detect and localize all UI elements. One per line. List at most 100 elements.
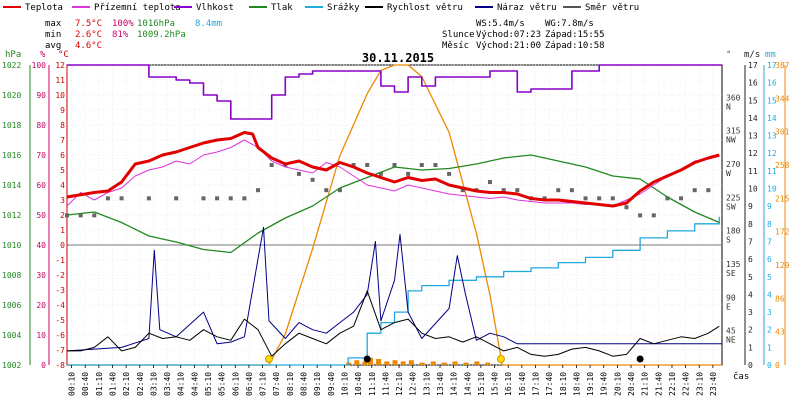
wind-direction-point	[256, 188, 261, 193]
direction-tick-deg: 270	[726, 160, 741, 169]
precip-tick: 13	[767, 132, 777, 141]
wind-direction-point	[460, 188, 465, 193]
wind-direction-point	[337, 188, 342, 193]
wind-direction-point	[406, 171, 411, 176]
wind-direction-point	[310, 177, 315, 182]
temperature-tick: 3	[60, 196, 65, 205]
rain-bar	[354, 360, 360, 365]
temperature-tick: 0	[60, 241, 65, 250]
wind-tick: 5	[748, 273, 753, 282]
rain-bar	[452, 361, 458, 365]
solar-tick: 172	[775, 228, 790, 237]
wind-direction-point	[501, 188, 506, 193]
precip-tick: 10	[767, 185, 777, 194]
precip-tick: 11	[767, 167, 777, 176]
direction-tick-deg: 315	[726, 127, 741, 136]
wind-direction-point	[65, 213, 69, 218]
series-layer	[65, 64, 722, 366]
humidity-tick: 0	[41, 361, 46, 370]
x-tick-label: 14:10	[450, 372, 459, 396]
stats-block: max 7.5°C 100% 1016hPa 8.4mm min 2.6°C 8…	[45, 19, 222, 51]
x-tick-label: 18:40	[572, 372, 581, 396]
moon-marker	[636, 355, 644, 363]
axes-left: 1002100410061008101010121014101610181020…	[2, 61, 68, 370]
x-tick-label: 18:10	[559, 372, 568, 396]
solar-tick: 129	[775, 261, 790, 270]
rain-bar	[408, 360, 414, 365]
x-tick-label: 03:10	[149, 372, 158, 396]
wind-direction-point	[515, 188, 520, 193]
x-tick-label: 13:10	[422, 372, 431, 396]
wind-direction-point	[447, 171, 452, 176]
solar-tick: 43	[775, 328, 785, 337]
wind-tick: 14	[748, 114, 758, 123]
direction-tick-dir: NE	[726, 336, 736, 345]
x-tick-label: 23:40	[709, 372, 718, 396]
x-tick-label: 09:10	[313, 372, 322, 396]
x-tick-label: 11:40	[381, 372, 390, 396]
direction-tick-deg: 90	[726, 293, 736, 302]
x-tick-label: 06:10	[231, 372, 240, 396]
temperature-tick: -4	[55, 301, 65, 310]
precip-tick: 3	[767, 308, 772, 317]
stats-max-hum: 100%	[112, 19, 134, 29]
wind-direction-point	[242, 196, 247, 201]
legend-label-1: Přízemní teplota	[94, 3, 181, 13]
wind-tick: 13	[748, 132, 758, 141]
precip-tick: 4	[767, 290, 772, 299]
wind-direction-point	[583, 196, 588, 201]
wind-direction-point	[638, 213, 643, 218]
pressure-tick: 1020	[2, 91, 21, 100]
moon-marker	[363, 355, 371, 363]
x-tick-label: 11:10	[368, 372, 377, 396]
wind-tick: 17	[748, 61, 758, 70]
temperature-tick: 9	[60, 106, 65, 115]
wind-direction-point	[78, 213, 83, 218]
wind-direction-point	[269, 163, 274, 167]
pressure-tick: 1010	[2, 241, 21, 250]
info-moon-rise: Východ:21:00	[476, 41, 541, 51]
stats-max-precip: 8.4mm	[195, 19, 222, 29]
direction-tick-dir: S	[726, 236, 731, 245]
chart-title: 30.11.2015	[362, 51, 434, 65]
solar-tick: 0	[775, 361, 780, 370]
temperature-line	[66, 131, 720, 208]
pressure-line	[66, 154, 720, 254]
axes-right: 360N315NW270W225SW180S135SE90E45NE012345…	[726, 61, 790, 370]
solar-tick: 344	[775, 94, 790, 103]
legend-label-7: Směr větru	[585, 3, 639, 13]
x-tick-label: 00:40	[81, 372, 90, 396]
x-tick-label: 01:10	[95, 372, 104, 396]
stats-avg-temp: 4.6°C	[75, 41, 102, 51]
precipitation-line	[67, 216, 720, 366]
pressure-tick: 1008	[2, 271, 21, 280]
stats-min-press: 1009.2hPa	[137, 30, 186, 40]
x-tick-label: 17:10	[532, 372, 541, 396]
precip-tick: 5	[767, 273, 772, 282]
direction-tick-dir: SW	[726, 202, 736, 211]
humidity-tick: 40	[36, 241, 46, 250]
stats-min-label: min	[45, 30, 61, 40]
wind-direction-point	[433, 163, 438, 167]
x-tick-label: 08:10	[286, 372, 295, 396]
unit-precip: mm	[765, 50, 776, 60]
info-sun-set: Západ:15:55	[545, 30, 605, 40]
temperature-tick: 8	[60, 121, 65, 130]
temperature-tick: 10	[55, 91, 65, 100]
humidity-line	[67, 64, 722, 120]
legend-label-0: Teplota	[25, 3, 63, 13]
temperature-tick: -3	[55, 286, 65, 295]
rain-bar	[463, 362, 469, 365]
wind-direction-point	[665, 196, 670, 201]
wind-tick: 8	[748, 220, 753, 229]
precip-tick: 6	[767, 255, 772, 264]
wind-tick: 6	[748, 255, 753, 264]
unit-wind: m/s	[744, 50, 760, 60]
x-tick-label: 09:40	[327, 372, 336, 396]
wind-direction-point	[597, 196, 602, 201]
wind-direction-point	[624, 205, 629, 210]
solar-tick: 86	[775, 294, 785, 303]
legend: Teplota Přízemní teplota Vlhkost Tlak Srážky…	[3, 3, 639, 13]
legend-label-3: Tlak	[271, 3, 293, 13]
wind-direction-point	[419, 163, 424, 167]
